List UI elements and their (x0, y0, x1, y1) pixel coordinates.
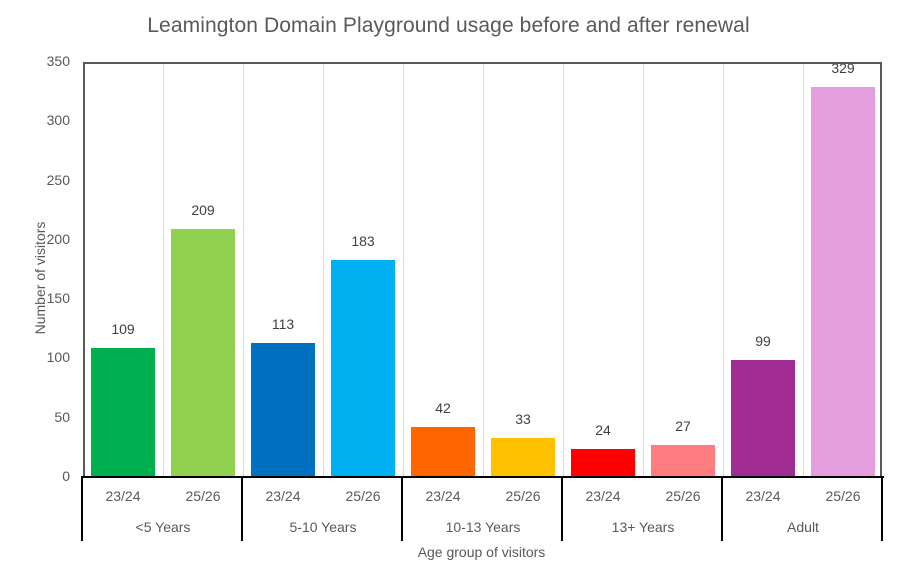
x-tick-label: 25/26 (345, 488, 381, 504)
vertical-gridline (723, 64, 724, 477)
x-group-label: 10-13 Years (445, 519, 521, 535)
y-axis-label: Number of visitors (32, 221, 48, 335)
x-group-separator (561, 476, 563, 541)
vertical-gridline (563, 64, 564, 477)
bar[interactable] (731, 359, 795, 477)
x-group-label: 5-10 Years (289, 519, 357, 535)
vertical-gridline (483, 64, 484, 477)
vertical-gridline (643, 64, 644, 477)
bar[interactable] (91, 347, 155, 477)
x-group-separator (401, 476, 403, 541)
x-tick-label: 25/26 (665, 488, 701, 504)
data-label: 113 (271, 316, 295, 332)
y-tick-label: 350 (46, 53, 70, 69)
x-tick-label: 25/26 (185, 488, 221, 504)
plot-area (83, 62, 882, 477)
y-tick-label: 50 (54, 408, 70, 425)
x-tick-label: 23/24 (105, 488, 141, 504)
data-label: 33 (515, 410, 531, 427)
x-tick-label: 25/26 (825, 488, 861, 504)
x-tick-label: 25/26 (505, 488, 541, 504)
data-label: 329 (831, 59, 855, 76)
data-label: 27 (675, 417, 691, 434)
vertical-gridline (163, 64, 164, 477)
x-group-separator (241, 476, 243, 541)
x-tick-label: 23/24 (265, 488, 301, 504)
data-label: 109 (111, 320, 135, 337)
x-tick-label: 23/24 (585, 488, 621, 504)
y-tick-label: 0 (62, 468, 70, 484)
data-label: 99 (755, 332, 771, 349)
y-tick-label: 100 (46, 349, 70, 366)
x-group-label: <5 Years (135, 519, 191, 535)
x-group-label: 13+ Years (611, 519, 675, 535)
data-label: 209 (191, 202, 215, 219)
y-tick-label: 300 (46, 112, 70, 129)
y-tick-label: 200 (46, 230, 70, 247)
data-label: 42 (435, 400, 451, 417)
bar[interactable] (491, 437, 555, 477)
data-label: 183 (351, 233, 375, 249)
vertical-gridline (403, 64, 404, 477)
data-label: 24 (595, 421, 611, 438)
bar[interactable] (251, 343, 315, 477)
bar[interactable] (331, 260, 395, 477)
bar[interactable] (171, 229, 235, 477)
x-group-label: Adult (787, 519, 819, 535)
x-group-separator (881, 476, 883, 541)
x-group-separator (721, 476, 723, 541)
x-axis-line (81, 476, 884, 478)
x-axis-label: Age group of visitors (417, 544, 546, 560)
vertical-gridline (803, 64, 804, 477)
bar[interactable] (811, 86, 875, 477)
bar[interactable] (571, 448, 635, 477)
y-tick-label: 250 (46, 171, 70, 188)
bar[interactable] (651, 444, 715, 477)
vertical-gridline (243, 64, 244, 477)
vertical-gridline (323, 64, 324, 477)
y-tick-label: 150 (46, 290, 70, 307)
bar[interactable] (411, 427, 475, 477)
x-tick-label: 23/24 (425, 488, 461, 504)
x-group-separator (81, 476, 83, 541)
x-tick-label: 23/24 (745, 488, 781, 504)
chart-title: Leamington Domain Playground usage befor… (147, 14, 750, 37)
